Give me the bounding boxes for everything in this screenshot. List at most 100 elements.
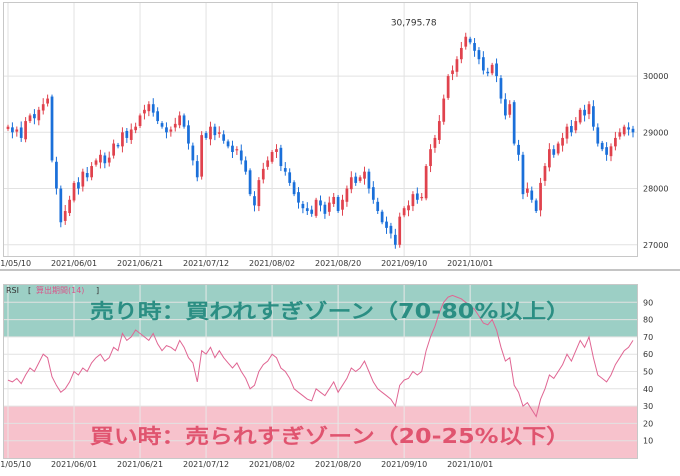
candle-body	[609, 146, 613, 157]
rsi-y-tick-label: 50	[643, 368, 653, 377]
panel-frames	[0, 2, 680, 459]
candle-body	[517, 144, 520, 155]
candle-body	[50, 96, 54, 161]
candle-body	[59, 188, 63, 223]
candle-body	[173, 123, 177, 128]
candle-body	[380, 211, 384, 223]
candle-body	[446, 76, 450, 98]
price-x-tick-label: 2021/06/21	[117, 259, 163, 268]
overbought-zone-label: 売り時：買われすぎゾーン（70-80%以上）	[90, 299, 570, 323]
candle-body	[24, 121, 27, 140]
candle-body	[116, 144, 120, 147]
candle-body	[389, 225, 393, 234]
candle-body	[107, 157, 111, 163]
price-y-tick-label: 27000	[643, 241, 668, 250]
candle-body	[451, 70, 454, 75]
candle-body	[341, 199, 344, 210]
candle-body	[160, 123, 164, 127]
rsi-y-tick-label: 10	[643, 437, 653, 446]
rsi-x-tick-label: 2021/06/21	[117, 460, 163, 469]
rsi-panel-frame	[3, 284, 638, 459]
rsi-x-tick-label: 2021/08/20	[315, 460, 361, 469]
candle-body	[631, 128, 635, 133]
peak-annotation: 30,795.78	[391, 18, 437, 28]
candle-body	[169, 129, 173, 132]
price-y-tick-label: 30000	[643, 72, 668, 81]
candle-body	[336, 196, 340, 212]
rsi-header-label: RSI	[6, 286, 19, 295]
rsi-y-tick-label: 60	[643, 350, 653, 359]
overbought-zone	[4, 285, 637, 337]
candle-body	[587, 104, 591, 115]
candle-body	[477, 50, 481, 60]
candle-body	[112, 143, 115, 156]
candle-body	[614, 137, 617, 147]
candle-body	[270, 151, 274, 162]
oversold-zone-label: 買い時：売られすぎゾーン（20-25%以下）	[90, 424, 570, 448]
candle-body	[358, 177, 362, 181]
candle-body	[310, 209, 314, 214]
candle-body	[46, 98, 49, 104]
candle-body	[583, 109, 586, 116]
candle-body	[433, 137, 437, 148]
candle-body	[499, 78, 503, 99]
candle-body	[345, 188, 349, 202]
price-y-tick-label: 28000	[643, 185, 668, 194]
rsi-y-tick-label: 90	[643, 298, 653, 307]
candle-body	[191, 145, 195, 161]
candle-body	[367, 171, 371, 189]
candle-body	[429, 149, 432, 167]
candle-body	[143, 109, 146, 114]
candle-body	[134, 126, 138, 131]
candle-body	[94, 160, 98, 165]
candle-body	[371, 187, 375, 200]
candle-body	[125, 130, 129, 138]
candle-body	[565, 126, 569, 139]
candle-body	[297, 192, 300, 203]
rsi-header-bracket-open: [	[28, 286, 31, 295]
candle-body	[178, 115, 182, 126]
candle-body	[121, 132, 124, 147]
candle-body	[156, 111, 160, 122]
candle-body	[209, 126, 212, 140]
candle-body	[490, 64, 494, 74]
candle-body	[398, 216, 402, 245]
candle-body	[486, 71, 490, 74]
candle-body	[305, 208, 309, 212]
rsi-x-tick-label: 2021/06/01	[51, 460, 97, 469]
candle-body	[402, 208, 406, 216]
rsi-y-tick-label: 40	[643, 385, 653, 394]
candle-body	[543, 166, 547, 181]
candle-body	[618, 132, 622, 137]
candle-body	[556, 143, 560, 154]
candle-body	[283, 168, 287, 172]
candle-body	[226, 141, 230, 147]
rsi-x-tick-label: 2021/09/10	[381, 460, 427, 469]
candle-body	[257, 180, 261, 207]
candle-body	[442, 98, 446, 122]
candle-body	[503, 99, 507, 116]
candle-body	[28, 115, 32, 122]
candle-body	[72, 182, 76, 201]
candle-body	[182, 115, 186, 127]
candle-body	[81, 171, 85, 187]
candle-body	[530, 190, 534, 200]
candle-body	[41, 104, 45, 111]
oversold-zone	[4, 406, 637, 458]
candle-body	[512, 102, 516, 144]
candle-body	[244, 160, 248, 172]
grid-lines	[4, 3, 637, 458]
candle-body	[301, 203, 305, 209]
candle-body	[468, 38, 472, 43]
price-panel-frame	[3, 2, 638, 257]
rsi-header-bracket-close: ]	[96, 286, 99, 295]
candle-body	[138, 115, 142, 127]
price-x-tick-label: 2021/08/20	[315, 259, 361, 268]
candle-body	[261, 168, 265, 180]
candle-body	[217, 132, 221, 134]
candle-body	[596, 127, 600, 144]
candle-body	[495, 63, 498, 77]
candle-body	[85, 173, 89, 178]
